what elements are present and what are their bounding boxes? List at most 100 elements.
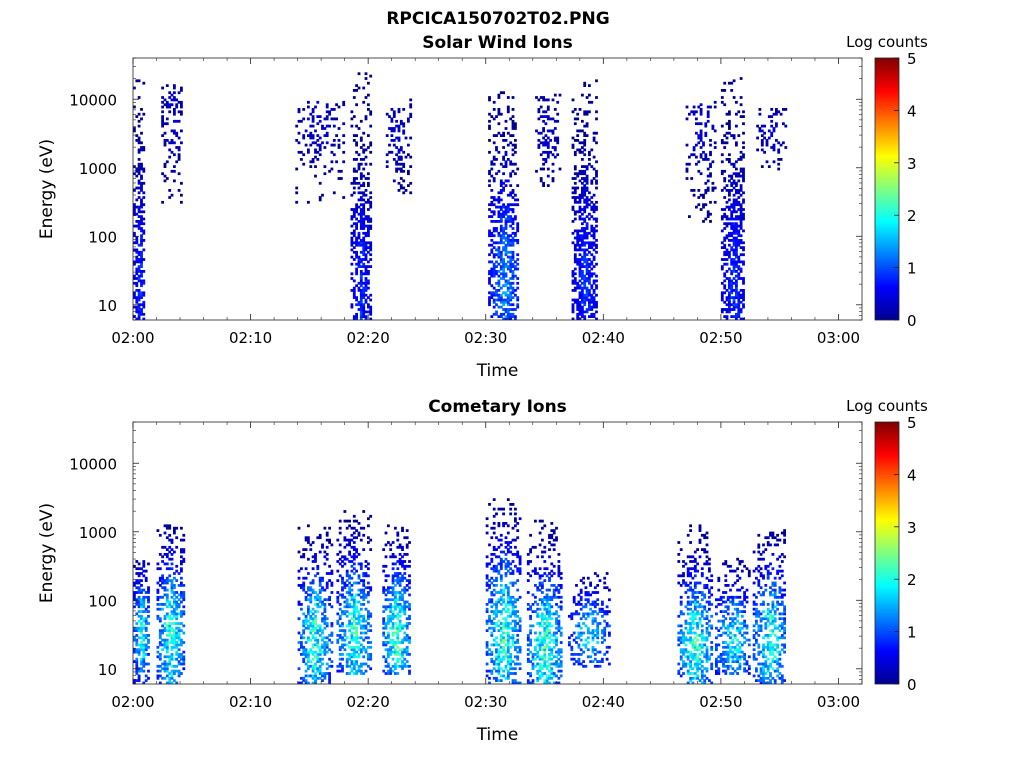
spectrogram-cell [369,162,373,166]
spectrogram-cell [140,303,143,307]
spectrogram-cell [695,117,698,121]
spectrogram-cell [485,622,489,625]
spectrogram-cell [506,603,510,606]
spectrogram-cell [321,650,324,654]
spectrogram-cell [180,593,183,597]
spectrogram-cell [328,681,331,684]
spectrogram-cell [163,103,167,107]
spectrogram-cell [177,119,181,123]
spectrogram-cell [490,174,494,178]
spectrogram-cell [516,567,520,571]
spectrogram-cell [518,560,522,563]
spectrogram-cell [135,212,139,216]
spectrogram-cell [495,648,498,652]
spectrogram-cell [772,146,776,149]
spectrogram-cell [367,286,370,290]
spectrogram-cell [504,536,508,540]
spectrogram-cell [408,672,411,675]
spectrogram-cell [144,634,148,637]
spectrogram-cell [158,634,162,637]
spectrogram-cell [559,600,563,604]
spectrogram-cell [543,645,547,649]
spectrogram-cell [396,605,400,609]
spectrogram-cell [581,239,584,242]
spectrogram-cell [511,619,515,623]
spectrogram-cell [137,667,141,671]
spectrogram-cell [488,584,491,587]
spectrogram-cell [350,636,354,640]
spectrogram-cell [702,141,705,145]
spectrogram-cell [509,267,513,271]
spectrogram-cell [135,260,139,264]
spectrogram-cell [538,641,542,644]
spectrogram-cell [509,662,513,666]
spectrogram-cell [511,286,515,290]
spectrogram-cell [737,300,741,304]
spectrogram-cell [367,246,370,249]
spectrogram-cell [140,308,143,311]
spectrogram-cell [401,529,404,532]
spectrogram-cell [137,629,141,632]
spectrogram-cell [571,241,575,245]
spectrogram-cell [357,234,361,238]
spectrogram-cell [163,579,167,582]
spectrogram-cell [579,603,583,606]
spectrogram-cell [706,110,710,114]
spectrogram-cell [140,215,143,218]
spectrogram-cell [497,250,501,254]
spectrogram-cell [739,227,743,230]
spectrogram-cell [543,641,547,644]
spectrogram-cell [581,208,584,211]
spectrogram-cell [161,100,164,104]
spectrogram-cell [509,277,513,280]
spectrogram-cell [488,270,491,273]
spectrogram-cell [548,622,551,625]
spectrogram-cell [163,545,167,549]
x-tick-label: 02:40 [582,329,625,347]
spectrogram-cell [170,588,174,592]
spectrogram-cell [350,667,354,671]
spectrogram-cell [135,643,139,647]
spectrogram-cell [369,74,373,78]
spectrogram-cell [369,243,373,247]
spectrogram-cell [504,248,508,252]
spectrogram-cell [173,643,176,647]
spectrogram-cell [514,681,517,684]
spectrogram-cell [497,255,501,259]
spectrogram-cell [140,239,143,242]
spectrogram-cell [384,641,388,644]
spectrogram-cell [546,155,550,159]
spectrogram-cell [720,139,724,142]
spectrogram-cells [133,498,786,684]
spectrogram-cell [367,220,370,223]
spectrogram-cell [506,243,510,247]
spectrogram-cell [497,619,501,623]
spectrogram-cell [408,653,411,656]
spectrogram-cell [137,600,141,604]
spectrogram-cell [133,189,136,192]
spectrogram-cell [307,655,310,659]
spectrogram-cell [595,141,598,145]
spectrogram-cell [504,139,508,142]
spectrogram-cell [369,253,373,257]
burst [336,510,373,675]
spectrogram-cell [137,595,141,599]
spectrogram-cell [307,117,310,121]
spectrogram-cell [592,210,596,214]
spectrogram-cell [578,243,582,247]
spectrogram-cell [330,605,334,609]
spectrogram-cell [144,579,148,582]
spectrogram-cell [367,541,370,544]
spectrogram-cell [182,610,186,613]
spectrogram-cell [760,165,764,168]
spectrogram-cell [357,181,361,185]
spectrogram-cell [408,603,411,606]
spectrogram-cell [702,220,705,223]
spectrogram-cell [302,576,306,580]
spectrogram-cell [531,603,535,606]
spectrogram-cell [345,662,349,666]
spectrogram-cell [367,655,370,659]
spectrogram-cell [182,548,186,551]
spectrogram-cell [144,569,148,573]
spectrogram-cell [506,650,510,654]
